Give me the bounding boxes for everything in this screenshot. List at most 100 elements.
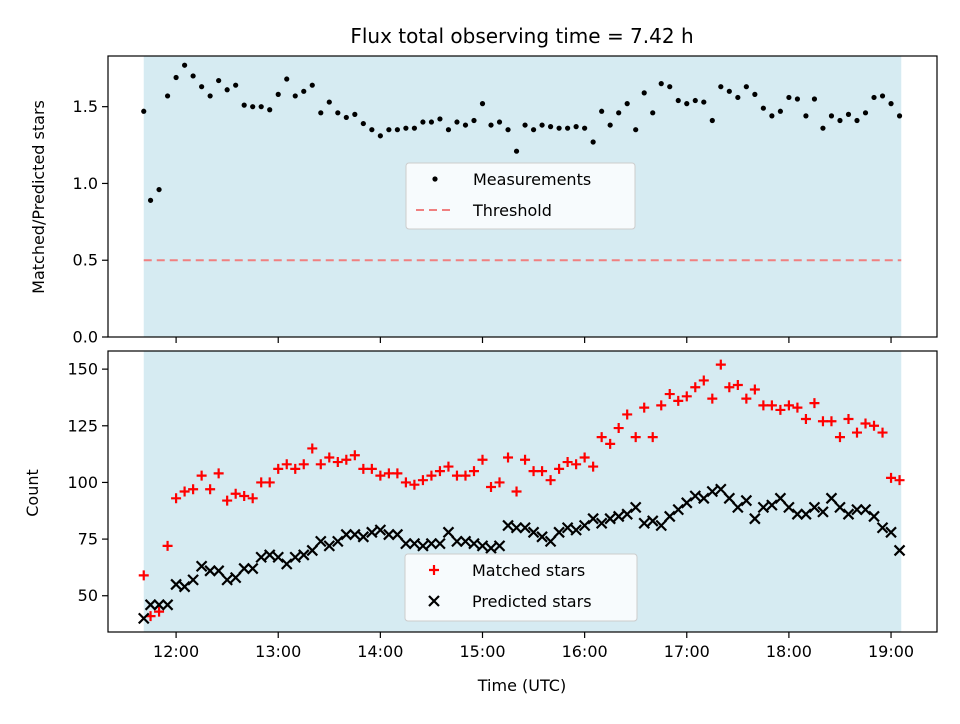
matched-star-point — [494, 477, 505, 488]
predicted-star-point — [187, 574, 199, 586]
predicted-star-point — [417, 540, 429, 552]
measurement-point — [488, 122, 494, 128]
predicted-star-point — [425, 537, 438, 550]
x-tick-label: 12:00 — [153, 642, 199, 661]
matched-star-point — [588, 461, 599, 472]
predicted-star-point — [459, 535, 472, 548]
measurement-point — [156, 186, 162, 193]
predicted-star-point — [306, 544, 319, 557]
matched-star-point — [647, 432, 658, 443]
matched-star-point — [349, 450, 360, 461]
matched-star-point — [477, 454, 488, 465]
matched-star-point — [273, 463, 284, 474]
predicted-star-point — [800, 508, 812, 520]
predicted-star-point — [604, 512, 616, 525]
measurement-point — [556, 125, 562, 131]
matched-star-point — [732, 379, 743, 390]
bottom-legend: Matched stars Predicted stars — [404, 553, 638, 622]
matched-star-point — [809, 398, 820, 409]
predicted-star-point — [706, 485, 719, 498]
matched-star-point — [281, 459, 292, 470]
measurement-point — [454, 119, 460, 125]
predicted-star-point — [570, 524, 582, 536]
measurement-point — [837, 117, 843, 124]
measurement-point — [224, 87, 230, 93]
x-tick-label: 16:00 — [562, 642, 608, 661]
measurement-point — [420, 119, 426, 125]
matched-star-point — [486, 481, 497, 492]
measurement-point — [258, 104, 264, 110]
measurement-point — [590, 139, 596, 145]
matched-star-point — [537, 466, 548, 477]
measurement-point — [216, 77, 222, 84]
predicted-star-point — [332, 535, 344, 548]
matched-star-point — [154, 606, 165, 617]
measurement-point — [633, 127, 639, 133]
measurement-point — [539, 122, 545, 128]
predicted-star-point — [434, 537, 446, 550]
matched-star-point — [605, 438, 616, 449]
matched-star-point — [213, 468, 224, 479]
measurement-point — [794, 96, 801, 102]
measurement-point — [675, 97, 681, 104]
measurement-point — [479, 101, 486, 107]
chart-title: Flux total observing time = 7.42 h — [350, 24, 693, 48]
matched-star-point — [869, 420, 880, 431]
matched-star-point — [138, 570, 149, 581]
matched-star-point — [775, 404, 786, 415]
predicted-star-point — [842, 508, 855, 520]
measurement-point — [377, 133, 383, 139]
matched-star-point — [681, 391, 692, 402]
matched-star-point — [171, 493, 182, 504]
matched-star-point — [468, 466, 479, 477]
legend-marker-dot — [432, 176, 438, 182]
predicted-star-point — [408, 537, 421, 550]
bottom-panel: 50 75 100 125 150 12:00 13:00 14:00 15:00 16:00 17… — [67, 350, 938, 661]
predicted-star-point — [672, 503, 685, 516]
bottom-y-tick-label: 150 — [67, 360, 98, 379]
measurement-point — [735, 94, 741, 101]
measurement-point — [667, 84, 673, 90]
predicted-star-point — [391, 528, 404, 541]
bottom-axes-frame — [107, 350, 938, 633]
measurement-point — [607, 122, 613, 128]
measurement-point — [599, 108, 605, 114]
legend-marker-plus — [429, 565, 439, 575]
measurement-point — [173, 74, 179, 81]
predicted-star-point — [834, 501, 846, 514]
predicted-star-point — [680, 497, 693, 509]
predicted-star-point — [868, 510, 880, 523]
matched-star-point — [707, 393, 718, 404]
matched-star-point — [426, 470, 437, 481]
measurement-point — [547, 124, 554, 130]
matched-star-point — [434, 466, 445, 477]
measurement-point — [233, 82, 239, 88]
legend-entry-label: Matched stars — [472, 561, 585, 580]
predicted-star-point — [757, 501, 770, 514]
x-tick-label: 15:00 — [459, 642, 505, 661]
matched-star-point — [741, 393, 752, 404]
predicted-star-point — [366, 526, 378, 539]
measurement-point — [650, 110, 656, 116]
top-axes-frame — [107, 55, 938, 338]
matched-star-point — [758, 400, 769, 411]
legend-entry-label: Predicted stars — [472, 592, 592, 611]
measurement-point — [190, 73, 196, 79]
matched-star-point — [528, 466, 539, 477]
predicted-star-point — [749, 512, 761, 525]
matched-star-point — [826, 416, 837, 427]
measurement-point — [386, 127, 392, 133]
top-legend: Measurements Threshold — [405, 162, 636, 230]
bottom-y-tick-label: 125 — [67, 416, 98, 435]
matched-star-point — [264, 477, 275, 488]
legend-box — [405, 162, 636, 230]
top-y-tick-label: 1.0 — [73, 174, 98, 193]
predicted-star-point — [374, 524, 387, 536]
predicted-star-point — [297, 549, 310, 561]
matched-star-point — [834, 432, 845, 443]
matched-star-point — [315, 459, 326, 470]
matched-star-point — [792, 402, 803, 413]
matched-star-point — [613, 423, 624, 434]
measurement-point — [624, 101, 630, 107]
measurement-point — [437, 116, 443, 122]
